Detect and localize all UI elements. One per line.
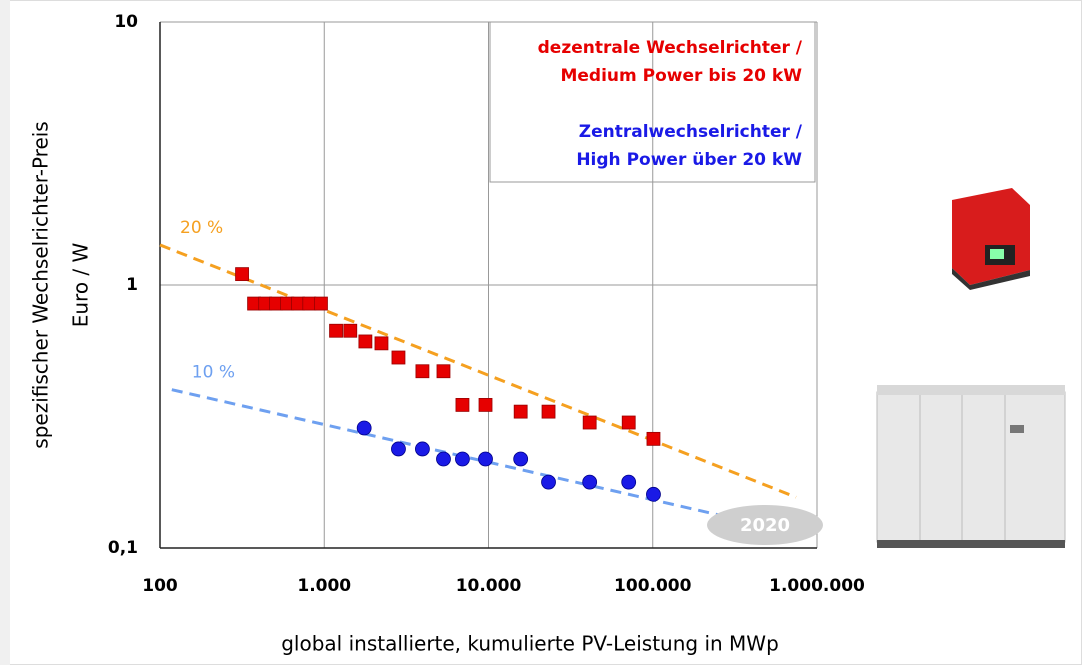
data-point: [479, 398, 492, 411]
x-tick-label: 1.000.000: [769, 576, 865, 596]
data-point: [514, 452, 528, 466]
data-point: [455, 452, 469, 466]
data-point: [344, 324, 357, 337]
data-point: [646, 487, 660, 501]
data-point: [437, 365, 450, 378]
data-point: [479, 452, 493, 466]
x-tick-label: 100.000: [614, 576, 692, 596]
x-tick-label: 100: [142, 576, 178, 596]
data-point: [236, 268, 249, 281]
side-bar: [0, 0, 10, 665]
data-point: [436, 452, 450, 466]
data-point: [415, 442, 429, 456]
y-axis-unit: Euro / W: [69, 242, 93, 327]
central-inverter-image: [877, 385, 1065, 548]
data-point: [622, 416, 635, 429]
data-point: [583, 416, 596, 429]
data-point: [514, 405, 527, 418]
data-point: [542, 475, 556, 489]
data-point: [330, 324, 343, 337]
data-point: [416, 365, 429, 378]
data-point: [622, 475, 636, 489]
x-tick-label: 10.000: [456, 576, 522, 596]
data-point: [357, 421, 371, 435]
trend-label: 20 %: [180, 218, 223, 238]
x-tick-label: 1.000: [297, 576, 351, 596]
data-point: [359, 335, 372, 348]
inverter-image: [952, 188, 1030, 290]
y-tick-label: 10: [114, 12, 138, 32]
data-point: [314, 297, 327, 310]
data-point: [583, 475, 597, 489]
data-point: [392, 351, 405, 364]
trend-label: 10 %: [192, 363, 235, 383]
annotation: 2020: [740, 515, 790, 536]
data-point: [542, 405, 555, 418]
x-axis-title: global installierte, kumulierte PV-Leist…: [281, 632, 779, 656]
data-point: [375, 337, 388, 350]
y-tick-label: 0,1: [108, 538, 138, 558]
data-point: [391, 442, 405, 456]
y-tick-label: 1: [126, 275, 138, 295]
data-point: [647, 432, 660, 445]
data-point: [456, 398, 469, 411]
chart: global installierte, kumulierte PV-Leist…: [0, 0, 1082, 665]
y-axis-title: spezifischer Wechselrichter-Preis: [29, 121, 53, 448]
data-point: [303, 297, 316, 310]
